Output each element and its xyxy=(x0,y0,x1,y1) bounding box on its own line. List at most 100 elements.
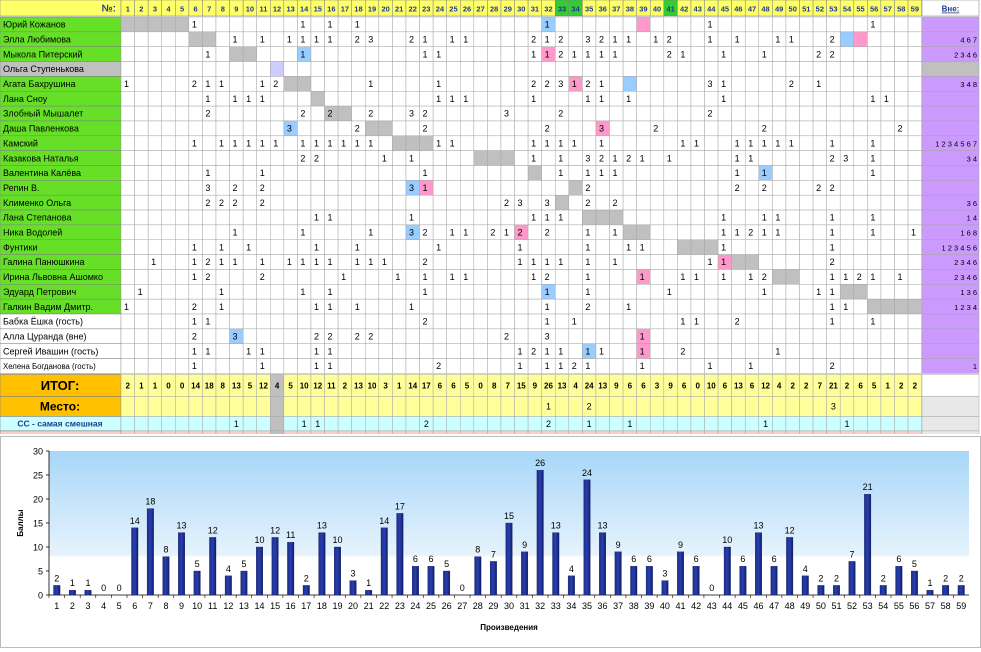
mesto-cell xyxy=(812,396,827,417)
vote-value: 1 xyxy=(870,213,875,223)
row-name: Лана Степанова xyxy=(3,213,71,223)
vote-value: 1 xyxy=(721,228,726,238)
vote-cell xyxy=(527,284,542,300)
vote-cell xyxy=(527,120,542,137)
bar xyxy=(380,527,388,596)
vote-cell xyxy=(500,91,515,107)
vote-cell xyxy=(853,328,868,344)
vote-cell xyxy=(473,313,488,330)
vote-cell xyxy=(839,254,855,270)
vote-cell xyxy=(799,46,814,62)
vote-cell xyxy=(147,358,162,374)
vote-value: 1 xyxy=(192,272,197,282)
vote-cell xyxy=(867,105,882,122)
x-tick-label: 24 xyxy=(410,601,420,611)
vote-cell xyxy=(744,328,760,344)
vote-cell xyxy=(270,105,285,122)
vote-cell xyxy=(758,105,773,122)
vote-cell xyxy=(636,91,651,107)
itog-value: 0 xyxy=(180,382,185,391)
bar-data-label: 2 xyxy=(881,573,886,583)
vote-value: 2 xyxy=(260,198,265,208)
vote-cell xyxy=(337,328,352,344)
vote-cell xyxy=(473,165,488,181)
vote-cell xyxy=(134,358,149,374)
vote-cell xyxy=(609,180,624,196)
vote-cell xyxy=(256,224,271,240)
column-header: 36 xyxy=(599,5,607,14)
cc-cell xyxy=(514,416,529,432)
vote-value: 2 xyxy=(762,183,767,193)
cy-cell xyxy=(568,430,583,434)
vote-cell xyxy=(378,224,393,240)
mesto-cell xyxy=(704,396,719,417)
vote-cell xyxy=(622,209,637,226)
vote-cell xyxy=(473,209,488,226)
vote-cell xyxy=(405,313,420,330)
vote-value: 1 xyxy=(572,49,577,59)
vote-cell xyxy=(324,120,339,137)
vote-value: 1 xyxy=(830,242,835,252)
vote-cell xyxy=(392,105,407,122)
column-header: 42 xyxy=(680,5,688,14)
column-header: 35 xyxy=(585,5,593,14)
bar-data-label: 9 xyxy=(522,540,527,550)
vote-cell xyxy=(432,224,447,240)
vote-cell xyxy=(704,194,719,211)
cc-cell xyxy=(365,416,380,432)
cy-cell xyxy=(215,430,230,434)
vote-cell xyxy=(419,76,434,92)
vote-value: 1 xyxy=(518,361,523,371)
vote-cell xyxy=(202,358,217,374)
vote-cell xyxy=(649,16,665,33)
vote-cell xyxy=(568,120,583,137)
vote-cell xyxy=(378,194,393,211)
vote-cell xyxy=(351,46,366,62)
vote-cell xyxy=(527,358,542,374)
vote-cell xyxy=(812,254,827,270)
vote-cell xyxy=(649,76,665,92)
vote-cell xyxy=(405,254,420,270)
vote-cell xyxy=(120,343,135,359)
vote-cell xyxy=(351,61,366,77)
extra-value: 2 3 4 6 xyxy=(954,273,977,282)
vote-value: 1 xyxy=(816,287,821,297)
cc-value: 1 xyxy=(763,419,768,429)
vote-cell xyxy=(826,328,841,344)
vote-cell xyxy=(744,254,760,270)
vote-cell xyxy=(717,61,732,77)
extra-cell xyxy=(921,343,980,359)
vote-value: 1 xyxy=(640,346,645,356)
mesto-value: 2 xyxy=(587,402,592,412)
vote-cell xyxy=(880,358,895,374)
vote-cell xyxy=(744,284,760,300)
vote-cell xyxy=(839,209,855,226)
bar-data-label: 2 xyxy=(959,573,964,583)
vote-cell xyxy=(324,313,339,330)
vote-cell xyxy=(283,91,298,107)
vote-cell xyxy=(690,284,705,300)
vote-value: 1 xyxy=(409,153,414,163)
cy-cell xyxy=(134,430,149,434)
cy-cell xyxy=(337,430,352,434)
column-header: 4 xyxy=(166,5,171,14)
vote-cell xyxy=(880,61,895,77)
vote-cell xyxy=(690,120,705,137)
cy-label-cell xyxy=(0,430,122,434)
x-tick-label: 20 xyxy=(348,601,358,611)
vote-cell xyxy=(568,180,583,196)
vote-value: 1 xyxy=(585,228,590,238)
vote-cell xyxy=(500,165,515,181)
vote-value: 1 xyxy=(721,213,726,223)
vote-cell xyxy=(215,150,230,166)
vote-cell xyxy=(147,31,162,47)
itog-value: 2 xyxy=(126,382,131,391)
vote-cell xyxy=(147,91,162,107)
vote-value: 2 xyxy=(585,302,590,312)
bar-data-label: 26 xyxy=(535,458,545,468)
vote-cell xyxy=(853,61,868,77)
vote-cell xyxy=(880,105,895,122)
vote-cell xyxy=(500,120,515,137)
vote-value: 1 xyxy=(328,346,333,356)
vote-cell xyxy=(907,76,922,92)
